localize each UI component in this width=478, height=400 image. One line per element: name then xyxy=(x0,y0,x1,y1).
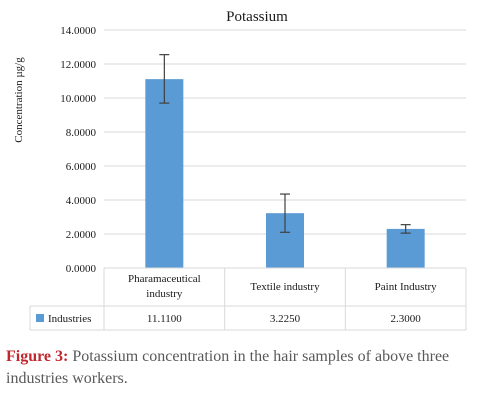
y-tick-labels: 0.0000 2.0000 4.0000 6.0000 8.0000 10.0000 12.… xyxy=(60,25,96,275)
x-tick-label: Textile industry xyxy=(250,281,320,293)
y-tick-label: 2.0000 xyxy=(66,229,97,241)
caption-text: Potassium concentration in the hair samp… xyxy=(6,348,450,387)
potassium-chart: Potassium Concentration µg/g 0.0000 2.000… xyxy=(13,9,467,331)
y-tick-label: 14.0000 xyxy=(60,25,96,37)
figure-caption: Figure 3: Potassium concentration in the… xyxy=(6,346,472,390)
y-tick-label: 4.0000 xyxy=(66,195,97,207)
x-tick-label: Paint Industry xyxy=(375,281,438,293)
bars xyxy=(145,79,425,268)
data-table-cell: 3.2250 xyxy=(270,313,301,325)
y-tick-label: 8.0000 xyxy=(66,127,97,139)
data-table-cell: 2.3000 xyxy=(391,313,422,325)
y-tick-label: 6.0000 xyxy=(66,161,97,173)
error-bars xyxy=(159,54,411,234)
data-table: Pharamaceutical industry Textile industry P… xyxy=(29,267,467,331)
bar xyxy=(145,79,184,268)
y-axis-label: Concentration µg/g xyxy=(13,57,25,143)
x-tick-label: Pharamaceutical industry xyxy=(128,273,201,300)
y-tick-label: 12.0000 xyxy=(60,59,96,71)
legend-label: Industries xyxy=(48,313,91,325)
y-tick-label: 10.0000 xyxy=(60,93,96,105)
chart-title: Potassium xyxy=(226,9,288,25)
y-tick-label: 0.0000 xyxy=(66,263,97,275)
legend-swatch xyxy=(36,314,44,322)
bar xyxy=(386,228,425,268)
caption-label: Figure 3: xyxy=(6,348,69,365)
data-table-cell: 11.1100 xyxy=(147,313,182,325)
